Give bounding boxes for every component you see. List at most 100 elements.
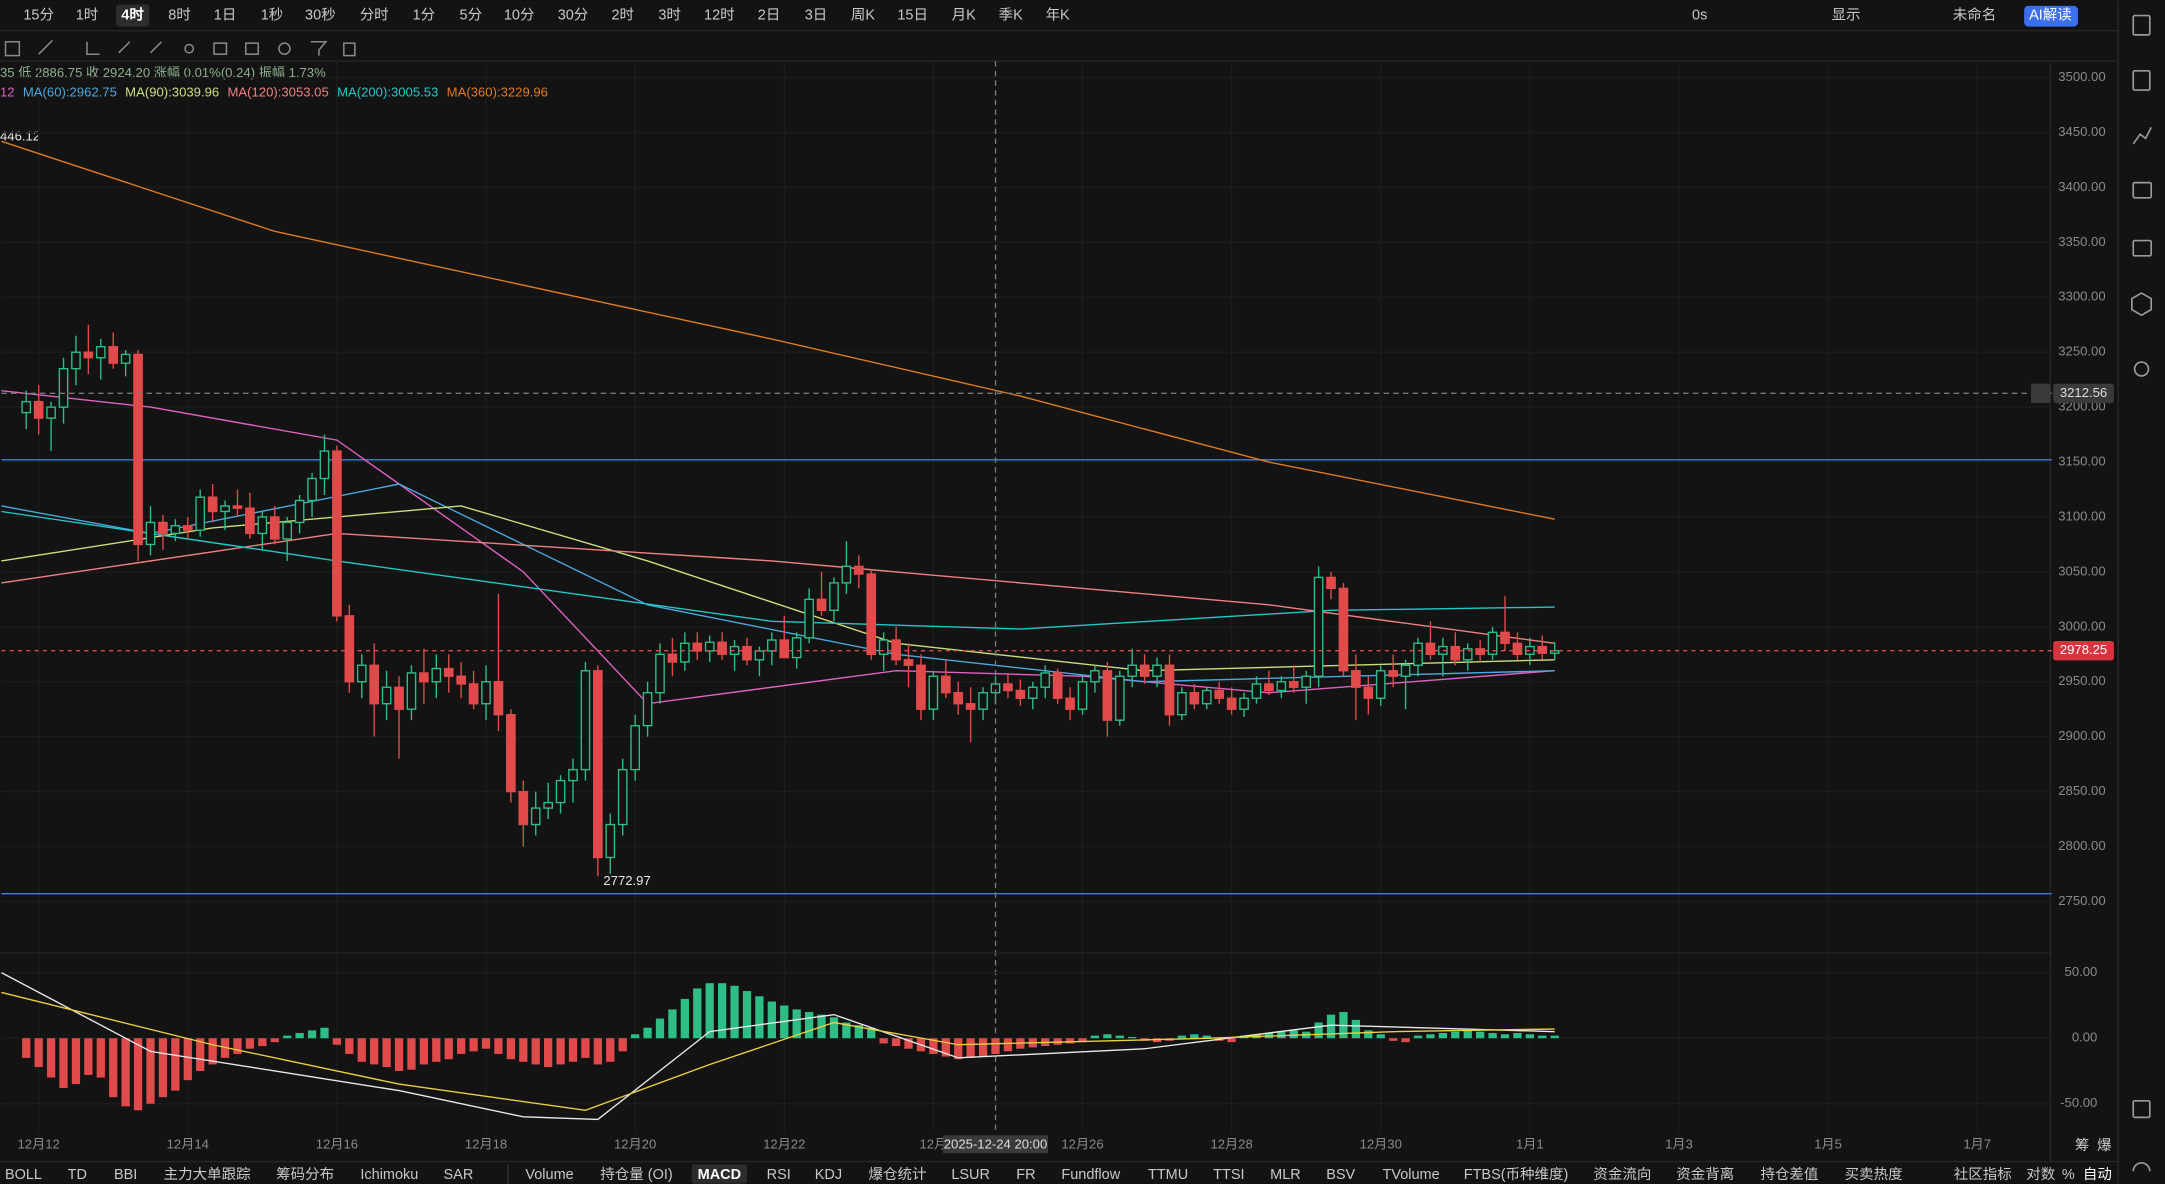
indicator-tab[interactable]: FTBS(币种维度) [1464,1166,1569,1183]
last-price-label: 2978.25 [2060,642,2107,657]
timeframe-tab[interactable]: 5分 [460,6,483,23]
candle-body [158,521,168,535]
indicator-tab[interactable]: TVolume [1383,1167,1440,1183]
histogram-bar [978,1038,988,1057]
toolbar-button[interactable]: 未命名 [1953,5,1996,23]
indicator-tab[interactable]: SAR [444,1167,474,1183]
icon[interactable] [2132,239,2153,257]
tool[interactable] [278,42,291,55]
candle-body [282,521,293,540]
tool[interactable] [245,42,259,55]
candle-body [33,400,44,419]
icon[interactable] [2132,181,2153,199]
icon[interactable] [2132,1162,2151,1172]
side-label[interactable]: 爆 [2097,1137,2112,1154]
timeframe-tab[interactable]: 季K [999,6,1023,23]
indicator-tab[interactable]: KDJ [815,1167,842,1183]
histogram-bar [904,1038,913,1049]
indicator-tab[interactable]: 资金背离 [1676,1166,1734,1183]
indicator-tab[interactable]: LSUR [951,1167,990,1183]
indicator-tab[interactable]: 筹码分布 [276,1166,334,1183]
tool[interactable] [4,41,21,57]
timeframe-tab[interactable]: 30秒 [305,6,336,23]
timeframe-tab[interactable]: 分时 [360,6,389,23]
timeframe-tab[interactable]: 2时 [611,6,634,23]
toolbar-button[interactable]: 显示 [1832,7,1861,23]
timeframe-tab[interactable]: 4时 [121,6,144,23]
timeframe-tab[interactable]: 1秒 [261,6,284,23]
crosshair-add-button[interactable] [2031,383,2051,403]
timeframe-tab[interactable]: 1日 [214,7,237,23]
indicator-tab[interactable]: MLR [1270,1167,1301,1183]
toolbar-button[interactable]: 0s [1692,7,1707,23]
side-label[interactable]: 筹 [2075,1137,2090,1154]
indicator-tab[interactable]: BBI [114,1167,137,1183]
timeframe-tab[interactable]: 10分 [504,6,535,23]
indicator-tab[interactable]: MACD [698,1167,741,1183]
timeframe-tab[interactable]: 周K [851,7,875,23]
candle-body [1462,648,1473,661]
icon[interactable] [2131,292,2153,317]
candle-body [145,521,156,546]
histogram-bar [444,1038,453,1060]
indicator-tab[interactable]: FR [1016,1167,1035,1183]
tool[interactable] [149,41,163,54]
timeframe-tab[interactable]: 月K [952,7,976,23]
y-tick-label: 3100.00 [2058,508,2105,523]
timeframe-tab[interactable]: 15日 [897,7,928,23]
indicator-tab[interactable]: TTMU [1148,1167,1188,1183]
indicator-tab[interactable]: TD [68,1167,87,1183]
pane-option[interactable]: 对数 [2026,1166,2055,1183]
timeframe-tab[interactable]: 1时 [76,6,99,23]
icon[interactable] [2132,14,2151,36]
toolbar-button[interactable]: AI解读 [2029,6,2072,23]
histogram-bar [307,1030,317,1039]
histogram-bar [1190,1034,1199,1039]
tool[interactable] [118,41,131,54]
timeframe-tab[interactable]: 30分 [558,6,589,23]
pane-option[interactable]: 自动 [2083,1166,2112,1183]
candle-body [1425,642,1436,655]
icon[interactable] [2132,69,2151,91]
tool[interactable] [310,41,328,56]
histogram-bar [382,1038,391,1068]
timeframe-tab[interactable]: 15分 [23,6,54,23]
tool[interactable] [343,42,356,57]
icon[interactable] [2132,1099,2151,1119]
indicator-tab[interactable]: BSV [1326,1167,1355,1183]
indicator-tab[interactable]: 资金流向 [1593,1166,1651,1183]
indicator-tab[interactable]: Fundflow [1061,1167,1120,1183]
histogram-bar [1177,1035,1187,1039]
candle-body [220,505,230,513]
indicator-tab[interactable]: 主力大单跟踪 [164,1166,251,1183]
icon[interactable] [2132,127,2152,145]
timeframe-tab[interactable]: 8时 [168,6,191,23]
pane-option[interactable]: 社区指标 [1954,1166,2012,1183]
timeframe-tab[interactable]: 12时 [704,6,735,23]
timeframe-tab[interactable]: 年K [1046,6,1070,23]
timeframe-tab[interactable]: 2日 [758,7,781,23]
pane-option[interactable]: % [2062,1167,2075,1183]
indicator-tab[interactable]: 买卖热度 [1845,1166,1903,1183]
icon[interactable] [2133,361,2150,377]
indicator-tab[interactable]: BOLL [5,1167,42,1183]
tool[interactable] [38,39,54,55]
tool[interactable] [184,43,195,54]
timeframe-tab[interactable]: 3时 [658,6,681,23]
y-tick-label: 0.00 [2072,1030,2098,1045]
tool[interactable] [86,41,100,55]
indicator-tab[interactable]: Volume [525,1167,573,1183]
candle-body [667,653,678,663]
histogram-bar [432,1038,441,1062]
indicator-tab[interactable]: 持仓差值 [1760,1166,1818,1183]
indicator-tab[interactable]: 持仓量 (OI) [600,1166,672,1183]
timeframe-tab[interactable]: 1分 [413,6,436,23]
histogram-bar [1003,1038,1013,1052]
indicator-tab[interactable]: Ichimoku [360,1167,418,1183]
histogram-bar [854,1025,863,1039]
indicator-tab[interactable]: 爆仓统计 [869,1166,927,1183]
indicator-tab[interactable]: RSI [767,1167,791,1183]
timeframe-tab[interactable]: 3日 [805,7,828,23]
indicator-tab[interactable]: TTSI [1213,1167,1244,1183]
tool[interactable] [213,42,228,55]
